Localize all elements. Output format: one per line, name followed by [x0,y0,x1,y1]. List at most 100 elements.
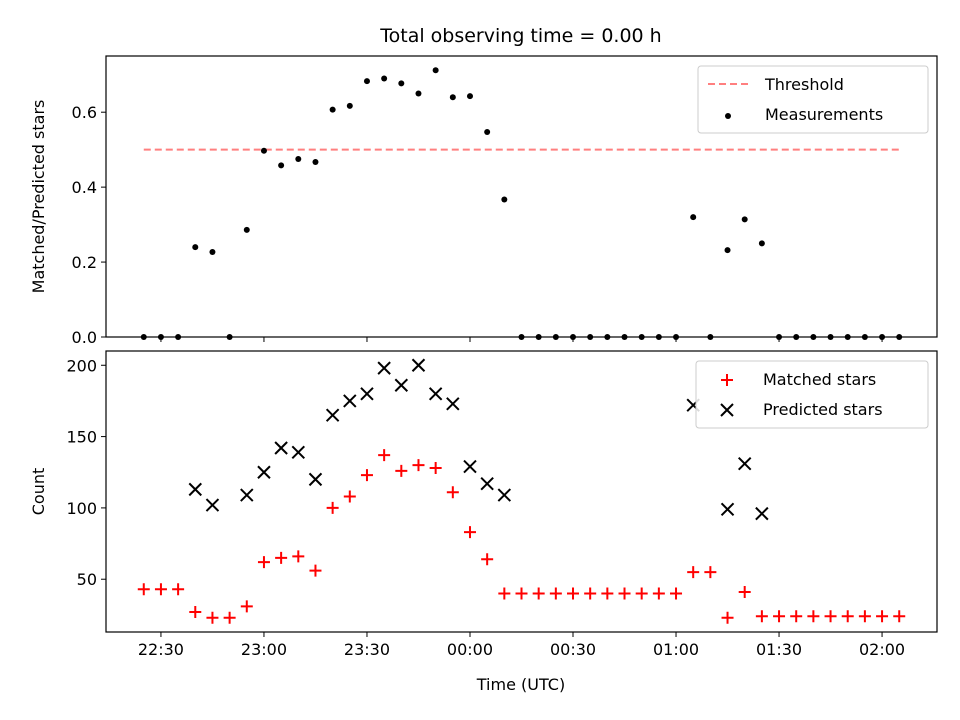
bottom-y-tick-label: 150 [66,428,97,447]
matched-stars-point [137,583,150,596]
matched-stars-point [807,610,820,623]
predicted-stars-point [257,465,271,479]
top-y-tick-label: 0.2 [72,253,97,272]
bottom-y-tick-label: 200 [66,356,97,375]
top-y-tick-label: 0.4 [72,178,97,197]
measurement-point [363,78,370,85]
bottom-plot-frame [105,350,938,633]
top-y-tick-label: 0.0 [72,328,97,347]
top-y-axis-label: Matched/Predicted stars [29,100,48,294]
measurement-point [690,214,697,221]
measurement-point [398,80,405,87]
matched-stars-point [755,610,768,623]
x-axis-label: Time (UTC) [476,675,565,694]
predicted-stars-point [737,456,752,471]
matched-stars-point [206,611,219,624]
matched-stars-point [309,564,322,577]
predicted-stars-point [463,459,477,474]
matched-stars-point [618,587,631,600]
matched-stars-point [275,551,288,564]
x-tick-label: 01:00 [653,640,699,659]
matched-stars-point [704,566,717,579]
legend-matched-label: Matched stars [763,370,876,389]
matched-stars-point [858,610,871,623]
matched-stars-point [412,459,425,472]
top-y-tick-label: 0.6 [72,103,97,122]
matched-stars-point [463,526,476,539]
predicted-stars-point [360,387,374,401]
matched-stars-point [652,587,665,600]
bottom-legend: Matched stars Predicted stars [695,360,929,429]
legend-predicted-label: Predicted stars [763,400,883,419]
matched-stars-point [773,610,786,623]
bottom-y-axis-label: Count [29,468,48,516]
matched-stars-point [292,550,305,563]
measurement-point [278,162,285,169]
predicted-stars-point [480,476,494,491]
measurement-point [329,106,336,113]
measurement-point [260,147,267,154]
measurement-point [381,75,388,82]
matched-stars-point [876,610,889,623]
matched-stars-point [893,610,906,623]
bottom-legend-frame [695,360,929,429]
matched-stars-point [824,610,837,623]
predicted-stars-point [497,488,512,502]
top-legend: Threshold Measurements [697,65,929,134]
legend-measurements-swatch [725,113,731,119]
bottom-panel: 22:30 23:00 23:30 00:00 00:30 01:00 01:30 02:00… [29,350,938,659]
matched-stars-point [498,587,511,600]
x-tick-label: 00:30 [550,640,596,659]
predicted-stars-point [308,472,323,487]
matched-stars-point [240,600,253,613]
legend-predicted-swatch [720,403,734,417]
predicted-stars-point [428,387,443,401]
matched-stars-point [687,566,700,579]
matched-stars-point [601,587,614,600]
x-tick-label: 22:30 [138,640,184,659]
predicted-stars-point [446,397,460,411]
predicted-stars-point [188,482,202,497]
x-tick-label: 00:00 [447,640,493,659]
matched-stars-point [189,606,202,619]
matched-stars-point [721,611,734,624]
measurement-point [415,90,422,97]
predicted-stars-point [377,361,391,375]
measurement-point [312,159,319,166]
measurement-point [501,196,508,203]
legend-matched-swatch [721,374,733,386]
chart-title: Total observing time = 0.00 h [379,25,661,47]
legend-threshold-label: Threshold [764,75,844,94]
matched-stars-point [395,464,408,477]
predicted-stars-point [343,394,357,408]
top-panel: 0.0 0.2 0.4 0.6 Matched/Predicted stars Thres… [29,55,938,347]
legend-measurements-label: Measurements [765,105,883,124]
top-plot-frame [105,55,938,338]
measurement-point [432,67,439,74]
measurement-point [192,244,199,251]
measurement-point [295,156,302,163]
matched-stars-point [343,490,356,503]
x-tick-label: 01:30 [756,640,802,659]
matched-stars-point [154,583,167,596]
matched-stars-point [172,583,185,596]
matched-stars-point [841,610,854,623]
predicted-stars-point [394,378,409,392]
x-tick-label: 02:00 [859,640,905,659]
measurement-point [484,129,491,136]
bottom-y-tick-label: 50 [77,570,97,589]
measurement-point [243,226,250,233]
predicted-stars-point [205,498,220,512]
matched-stars-point [378,449,391,462]
measurement-point [209,248,216,255]
predicted-stars-point [325,408,340,422]
top-legend-frame [697,65,929,134]
matched-stars-point [446,486,459,499]
matched-stars-point [635,587,648,600]
matched-stars-point [790,610,803,623]
predicted-stars-point [755,506,769,521]
matched-stars-point [326,501,339,514]
measurement-point [741,216,748,223]
matched-stars-point [223,611,236,624]
